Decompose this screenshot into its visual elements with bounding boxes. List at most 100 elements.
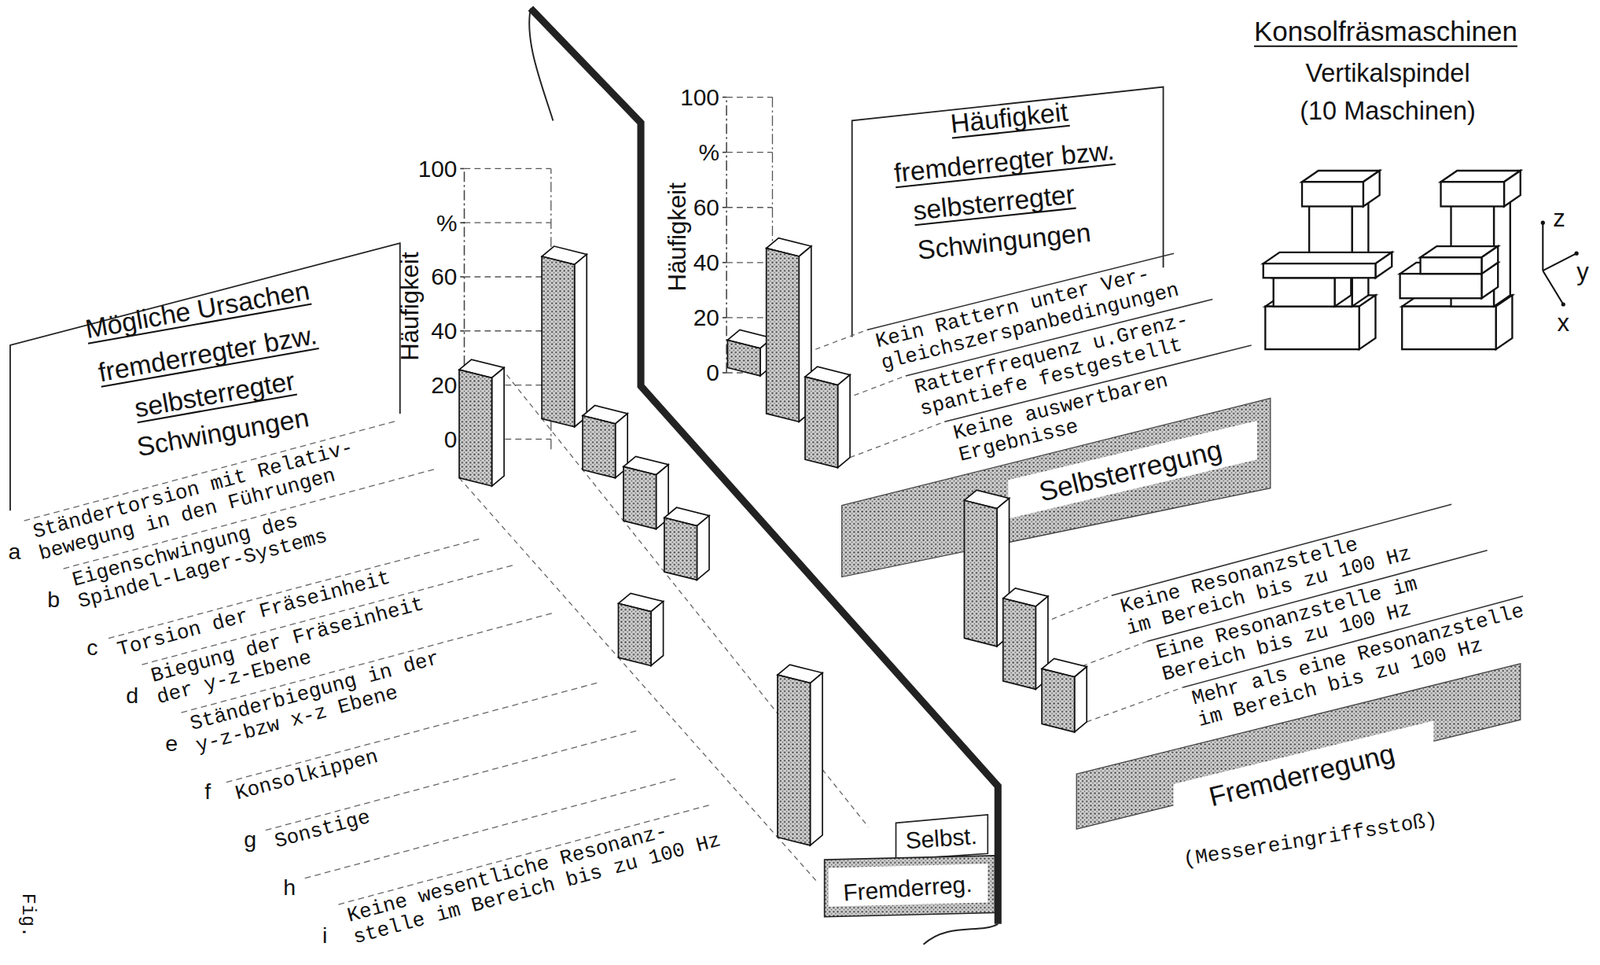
category-letter: c xyxy=(86,634,98,660)
wall-edge xyxy=(529,8,553,122)
bar-zero xyxy=(538,557,584,576)
tick-label: 20 xyxy=(430,371,457,398)
bar xyxy=(582,405,628,479)
triad-label: x xyxy=(1556,308,1570,337)
chart-title: fremderregter bzw. xyxy=(892,134,1116,188)
grid-line xyxy=(726,261,773,263)
machine-part xyxy=(1263,263,1376,278)
tick xyxy=(722,316,727,319)
bar-zero xyxy=(578,602,624,621)
chart-title: Schwingungen xyxy=(915,217,1093,265)
machine-part xyxy=(1265,306,1359,350)
bar-front xyxy=(664,517,698,580)
category-separator xyxy=(265,729,640,831)
grid-line xyxy=(464,275,552,277)
header-subtitle: Vertikalspindel xyxy=(1305,58,1470,88)
bar-side xyxy=(651,601,664,666)
tick xyxy=(459,330,464,332)
bar xyxy=(658,691,703,710)
tick-label: 100 xyxy=(418,155,458,182)
tick-label: 20 xyxy=(693,304,720,331)
tick-label: 100 xyxy=(680,84,720,111)
legend-label: Fremderregung xyxy=(1206,737,1398,813)
tick xyxy=(459,275,464,278)
underline xyxy=(1254,45,1518,48)
machine-part xyxy=(1263,252,1393,264)
legend-box xyxy=(1076,663,1521,829)
header-note: (10 Maschinen) xyxy=(1299,96,1476,126)
category-letter: f xyxy=(204,778,211,804)
category-connector xyxy=(1086,687,1183,722)
bar-front xyxy=(777,674,811,846)
category-letter: h xyxy=(283,874,296,900)
category-label: Konsolkippen xyxy=(232,744,381,806)
machine-part xyxy=(1420,257,1483,274)
category-letter: d xyxy=(125,682,139,708)
subtitle: (Messereingriffsstoß) xyxy=(1181,808,1440,872)
bar-side xyxy=(574,253,588,427)
bar-front xyxy=(1041,668,1075,732)
tick xyxy=(722,206,727,209)
bar-zero xyxy=(737,781,783,800)
tick xyxy=(459,221,464,224)
tick-label: 0 xyxy=(444,426,458,453)
legend-ground xyxy=(1173,720,1435,824)
bar-zero xyxy=(827,765,873,784)
machine-part xyxy=(1359,294,1376,350)
triad-axis xyxy=(1542,270,1564,305)
category-connector xyxy=(849,421,945,457)
bar-front xyxy=(617,603,652,666)
triad-label: z xyxy=(1552,204,1566,232)
legend-box xyxy=(895,814,988,860)
tick xyxy=(722,261,727,264)
bar-side xyxy=(1074,666,1088,732)
figure: Mögliche Ursachenfremderregter bzw.selbs… xyxy=(0,0,1600,965)
bar xyxy=(500,357,546,376)
category-letter: g xyxy=(243,826,257,852)
legend-ground xyxy=(1007,420,1258,519)
axis-title: Häufigkeit xyxy=(663,182,692,292)
bar-zero xyxy=(658,691,703,710)
bar xyxy=(541,246,587,427)
axis-title: Häufigkeit xyxy=(396,251,424,361)
bar xyxy=(827,765,873,784)
bar-side xyxy=(492,367,505,486)
bar-front xyxy=(459,369,493,486)
triad-tip xyxy=(1574,251,1579,256)
triad-tip xyxy=(1561,301,1566,306)
triad-axis xyxy=(1541,222,1544,271)
machine-part xyxy=(1375,252,1392,278)
grid-line xyxy=(726,96,773,98)
wall xyxy=(530,8,998,924)
machine-part xyxy=(1352,193,1369,307)
legend-box xyxy=(842,397,1271,577)
bar xyxy=(737,781,783,800)
category-label: Sonstige xyxy=(272,805,373,854)
legend-ground xyxy=(828,863,988,907)
grid-line xyxy=(726,206,773,208)
bar xyxy=(1041,658,1087,732)
bar-side xyxy=(809,673,823,846)
bar-side xyxy=(696,515,710,581)
bar-front xyxy=(623,466,657,529)
underline xyxy=(952,125,1071,139)
category-letter: i xyxy=(322,922,328,948)
tick-label: 40 xyxy=(430,317,457,344)
grid-line xyxy=(464,222,552,224)
chart-title: Häufigkeit xyxy=(948,95,1071,139)
chart-title: selbsterregter xyxy=(912,178,1077,225)
category-separator xyxy=(226,681,601,783)
bar xyxy=(664,507,710,580)
tick-label: 60 xyxy=(693,194,720,221)
grid-line xyxy=(464,330,552,332)
grid-line xyxy=(464,168,552,170)
grid-line xyxy=(726,316,773,318)
bar-front xyxy=(727,339,761,376)
underline xyxy=(895,164,1116,188)
tick-label: % xyxy=(436,209,458,236)
bar xyxy=(578,602,624,621)
tick xyxy=(459,168,464,170)
machine-part xyxy=(1363,170,1380,206)
category-separator xyxy=(108,537,483,639)
bar-front xyxy=(541,256,575,427)
